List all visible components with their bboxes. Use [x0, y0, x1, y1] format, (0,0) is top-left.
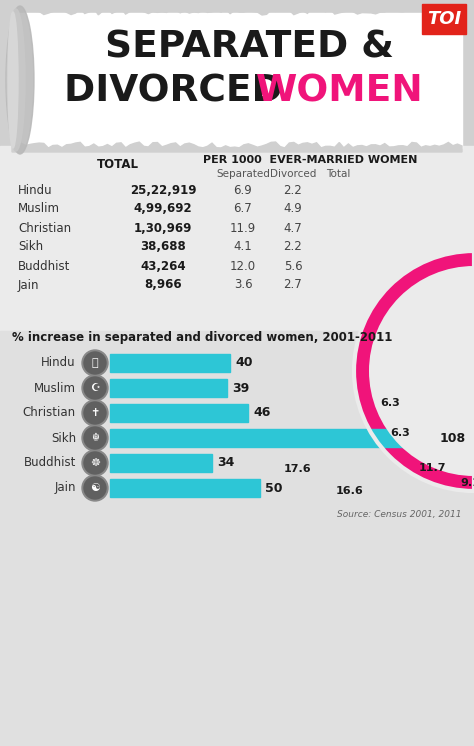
Text: 8,966: 8,966 [144, 278, 182, 292]
Text: Buddhist: Buddhist [24, 457, 76, 469]
Wedge shape [423, 320, 474, 422]
Text: 43,264: 43,264 [140, 260, 186, 272]
Text: 108: 108 [440, 431, 466, 445]
Text: Sikh: Sikh [18, 240, 43, 254]
Text: Divorced: Divorced [270, 169, 316, 179]
Text: % increase in separated and divorced women, 2001-2011: % increase in separated and divorced wom… [12, 331, 392, 345]
Text: 17.6: 17.6 [284, 464, 312, 474]
Text: 6.3: 6.3 [390, 428, 410, 438]
Wedge shape [408, 305, 474, 437]
Text: Sikh: Sikh [51, 431, 76, 445]
Circle shape [82, 425, 108, 451]
Text: Total: Total [326, 169, 350, 179]
Text: TOTAL: TOTAL [97, 157, 139, 171]
Wedge shape [387, 284, 474, 458]
Text: 25,22,919: 25,22,919 [130, 184, 196, 196]
FancyBboxPatch shape [422, 4, 466, 34]
Text: 5.6: 5.6 [283, 260, 302, 272]
Circle shape [84, 452, 106, 474]
Text: 2.7: 2.7 [283, 278, 302, 292]
Text: 2.2: 2.2 [283, 240, 302, 254]
Text: 46: 46 [254, 407, 271, 419]
Wedge shape [369, 266, 474, 476]
Text: WOMEN: WOMEN [256, 73, 424, 109]
Text: ☬: ☬ [91, 433, 99, 443]
Wedge shape [441, 338, 474, 404]
Wedge shape [405, 302, 474, 440]
Text: 38,688: 38,688 [140, 240, 186, 254]
Wedge shape [372, 269, 474, 473]
Text: ☸: ☸ [90, 458, 100, 468]
Bar [12, 13, 462, 148]
Circle shape [84, 477, 106, 499]
Text: Source: Census 2001, 2011: Source: Census 2001, 2011 [337, 510, 462, 518]
Polygon shape [12, 142, 462, 152]
Text: Buddhist: Buddhist [18, 260, 70, 272]
Circle shape [82, 475, 108, 501]
Wedge shape [444, 341, 474, 401]
Text: 9.1: 9.1 [460, 478, 474, 488]
Text: 4,99,692: 4,99,692 [134, 202, 192, 216]
Circle shape [84, 352, 106, 374]
Polygon shape [12, 0, 462, 15]
Wedge shape [354, 251, 474, 491]
Ellipse shape [8, 12, 18, 148]
Text: 6.9: 6.9 [234, 184, 252, 196]
Text: SEPARATED &: SEPARATED & [106, 30, 394, 66]
Bar [110, 479, 260, 497]
Circle shape [82, 350, 108, 376]
Circle shape [82, 450, 108, 476]
Ellipse shape [7, 9, 25, 151]
Text: 16.6: 16.6 [336, 486, 364, 496]
Text: 11.7: 11.7 [418, 463, 446, 473]
Bar [110, 404, 248, 422]
Text: ☪: ☪ [90, 383, 100, 393]
Text: Muslim: Muslim [34, 381, 76, 395]
Text: TOI: TOI [427, 10, 461, 28]
Wedge shape [426, 323, 474, 419]
Text: ॐ: ॐ [91, 358, 98, 368]
Text: 4.9: 4.9 [283, 202, 302, 216]
Text: 40: 40 [236, 357, 253, 369]
Text: Jain: Jain [55, 481, 76, 495]
Bar [110, 379, 228, 397]
Circle shape [82, 400, 108, 426]
Text: Hindu: Hindu [18, 184, 53, 196]
Ellipse shape [6, 6, 34, 154]
Bar [110, 354, 230, 372]
Text: 50: 50 [265, 481, 283, 495]
Text: PER 1000  EVER-MARRIED WOMEN: PER 1000 EVER-MARRIED WOMEN [203, 155, 417, 165]
Text: Hindu: Hindu [41, 357, 76, 369]
Text: ✝: ✝ [91, 408, 100, 418]
Circle shape [84, 427, 106, 449]
Text: ☯: ☯ [90, 483, 100, 493]
Text: 1,30,969: 1,30,969 [134, 222, 192, 234]
Bar [0, 331, 474, 746]
Circle shape [84, 377, 106, 399]
Text: Christian: Christian [23, 407, 76, 419]
Text: 2.2: 2.2 [283, 184, 302, 196]
Text: Jain: Jain [18, 278, 39, 292]
Text: 34: 34 [217, 457, 235, 469]
Text: 12.0: 12.0 [230, 260, 256, 272]
Wedge shape [390, 287, 474, 455]
Circle shape [82, 375, 108, 401]
Text: DIVORCED: DIVORCED [64, 73, 296, 109]
Text: Muslim: Muslim [18, 202, 60, 216]
Text: 4.1: 4.1 [234, 240, 252, 254]
Bar [0, 146, 474, 746]
Bar [110, 429, 435, 447]
Circle shape [84, 402, 106, 424]
Text: 6.7: 6.7 [234, 202, 252, 216]
Text: 4.7: 4.7 [283, 222, 302, 234]
Text: 6.3: 6.3 [380, 398, 400, 408]
Text: 3.6: 3.6 [234, 278, 252, 292]
Text: 39: 39 [232, 381, 250, 395]
Wedge shape [459, 356, 474, 386]
Text: Christian: Christian [18, 222, 71, 234]
Bar [110, 454, 212, 472]
Text: Separated: Separated [216, 169, 270, 179]
Text: 11.9: 11.9 [230, 222, 256, 234]
